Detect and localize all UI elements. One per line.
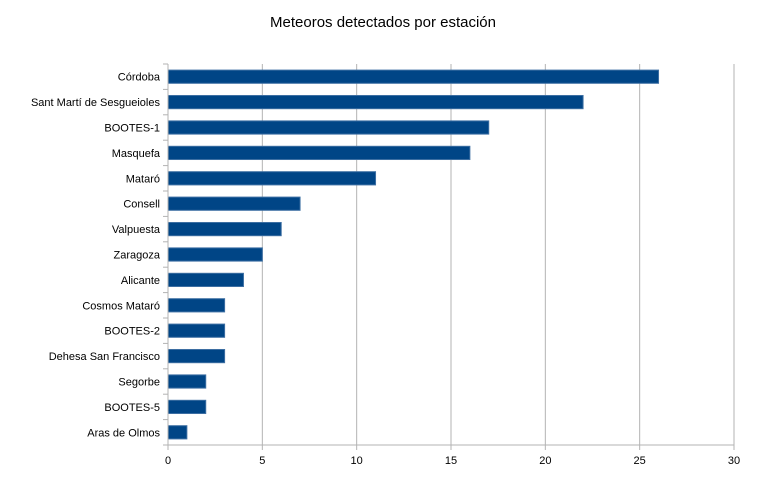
bar [167,69,660,84]
bar [167,221,282,237]
category-label: Dehesa San Francisco [49,351,160,363]
bars [167,69,660,440]
category-label: Alicante [121,275,160,287]
bar [167,374,207,389]
bar [167,196,301,211]
bar [167,247,263,262]
category-label: Consell [123,199,160,211]
category-label: Valpuesta [112,224,161,236]
category-label: BOOTES-1 [104,123,160,135]
category-label: BOOTES-2 [104,326,160,338]
x-tick-label: 20 [539,455,551,467]
x-tick-labels: 0 5 10 15 20 25 30 [165,455,740,467]
category-label: Córdoba [118,72,161,84]
category-label: Masquefa [112,148,161,160]
x-tick-label: 5 [259,455,265,467]
x-tick-label: 15 [445,455,457,467]
category-label: Sant Martí de Sesgueioles [31,97,161,109]
bar [167,94,584,110]
category-label: Aras de Olmos [87,427,160,439]
category-label: Zaragoza [114,250,161,262]
chart-title: Meteoros detectados por estación [270,14,496,31]
x-tick-label: 0 [165,455,171,467]
category-labels: Córdoba Sant Martí de Sesgueioles BOOTES-1… [31,72,161,440]
category-label: Cosmos Mataró [82,300,160,312]
bar [167,298,226,313]
bar [167,323,226,338]
bar [167,272,244,288]
x-tick-label: 10 [351,455,363,467]
x-tick-label: 25 [634,455,646,467]
category-label: Segorbe [118,377,160,389]
bar [167,399,207,415]
bar [167,120,490,135]
bar [167,145,471,161]
x-tick-label: 30 [728,455,740,467]
category-label: Mataró [126,173,160,185]
category-label: BOOTES-5 [104,402,160,414]
bar [167,348,226,364]
bar [167,425,188,440]
bar [167,171,377,186]
axes [163,63,734,446]
